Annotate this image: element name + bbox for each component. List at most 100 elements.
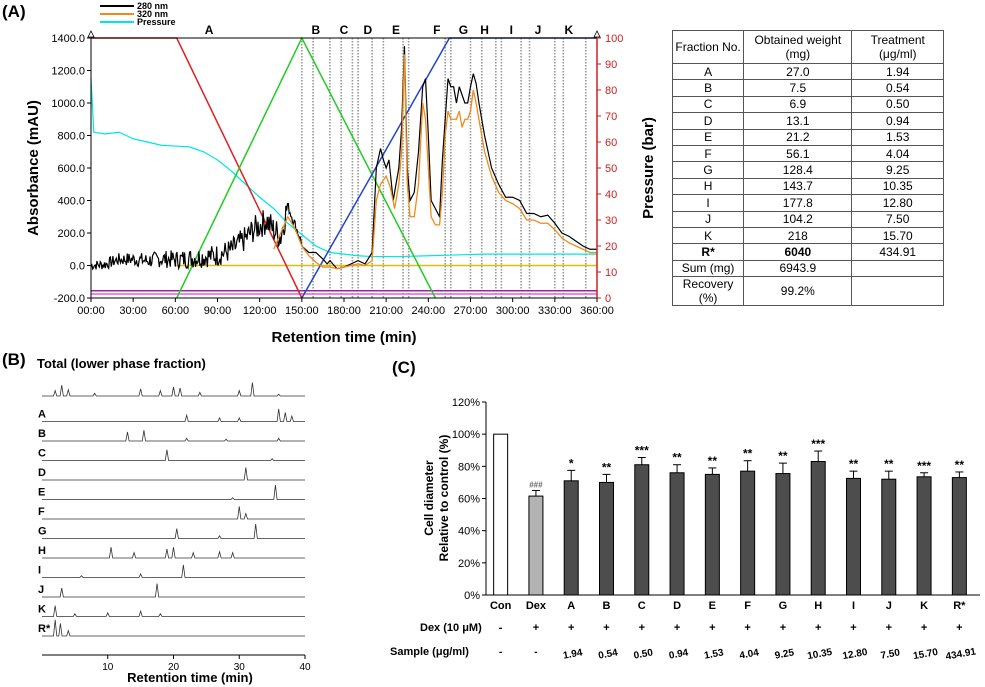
x-tick-label: 20 xyxy=(168,662,180,673)
category-label: F xyxy=(744,600,751,612)
dex-row-value: + xyxy=(780,622,786,634)
dex-row-value: - xyxy=(499,622,503,634)
table-header-fraction: Fraction No. xyxy=(671,30,745,64)
table-cell-weight: 6040 xyxy=(743,243,853,261)
trace-label: H xyxy=(38,545,46,557)
absorbance-320-line xyxy=(273,54,597,270)
significance-label: ** xyxy=(955,458,965,472)
axis-arrow-icon xyxy=(593,30,601,38)
bar xyxy=(881,478,897,596)
significance-label: ** xyxy=(672,451,682,465)
bar xyxy=(810,461,826,596)
panel-label-b: (B) xyxy=(2,350,26,369)
x-tick-label: 40 xyxy=(299,662,311,673)
sample-row-value: 10.35 xyxy=(806,647,833,662)
bar xyxy=(599,481,614,596)
table-row: A 27.0 1.94 xyxy=(671,62,944,81)
table-cell-weight: 218 xyxy=(743,226,853,245)
trace-label: F xyxy=(38,506,45,518)
y2-axis-label: Pressure (bar) xyxy=(640,117,657,219)
dex-row-value: + xyxy=(639,622,645,634)
table-cell-fraction: A xyxy=(671,62,745,81)
sample-row-value: 0.54 xyxy=(598,647,620,661)
table-row: E 21.2 1.53 xyxy=(671,128,944,146)
trace-line xyxy=(42,524,305,539)
trace-label: J xyxy=(38,584,44,596)
table-header-treatment: Treatment (μg/ml) xyxy=(851,30,944,64)
bar xyxy=(846,477,861,596)
dex-row-value: + xyxy=(956,622,962,634)
x-tick-label: 300:00 xyxy=(496,305,530,317)
sample-row-value: 9.25 xyxy=(774,647,796,661)
y-tick-label: 1400.0 xyxy=(51,33,85,45)
y-tick-label: 0.0 xyxy=(70,261,85,273)
sample-row-label: Sample (μg/ml) xyxy=(390,646,469,658)
fraction-label: D xyxy=(364,23,373,37)
gradient-blue-line xyxy=(301,37,597,299)
table-cell-treatment: 1.53 xyxy=(851,128,944,146)
category-label: D xyxy=(673,600,681,612)
category-label: B xyxy=(603,600,611,612)
x-tick-label: 00:00 xyxy=(77,305,105,317)
y-tick-label: 80% xyxy=(458,461,480,473)
sample-row-value: 0.50 xyxy=(633,647,655,661)
significance-label: ** xyxy=(602,460,612,474)
table-cell-treatment: 10.35 xyxy=(851,177,944,196)
y-tick-label: 1200.0 xyxy=(51,66,85,78)
trace-label: R* xyxy=(38,623,51,635)
table-cell-treatment: 9.25 xyxy=(851,161,944,179)
sample-row-value: 7.50 xyxy=(880,647,902,661)
table-cell-fraction: C xyxy=(671,95,745,114)
trace-line xyxy=(42,430,305,442)
y-axis-label: Cell diameter xyxy=(422,460,436,536)
y-tick-label: 600.0 xyxy=(57,163,85,175)
sample-row-value: - xyxy=(534,647,537,658)
table-row: F 56.1 4.04 xyxy=(671,144,944,163)
pressure-line xyxy=(90,78,597,258)
trace-line xyxy=(42,605,305,617)
x-tick-label: 330:00 xyxy=(538,305,572,317)
y2-tick-label: 70 xyxy=(605,111,617,123)
table-row: D 13.1 0.94 xyxy=(671,112,944,130)
table-cell-weight: 27.0 xyxy=(743,62,853,81)
table-cell-weight: 6.9 xyxy=(743,95,853,114)
bar xyxy=(634,464,650,596)
table-cell-weight: 7.5 xyxy=(743,79,853,97)
y-tick-label: 120% xyxy=(452,397,480,409)
legend-label: Pressure xyxy=(137,17,176,27)
significance-label: *** xyxy=(635,443,649,457)
x-axis-label: Retention time (min) xyxy=(127,670,253,685)
table-cell-weight: 104.2 xyxy=(743,210,853,228)
gradient-red-line xyxy=(91,37,303,299)
table-cell-weight: 21.2 xyxy=(743,128,853,146)
table-cell-treatment: 12.80 xyxy=(851,194,944,212)
table-row: B 7.5 0.54 xyxy=(671,79,944,97)
table-row: Sum (mg) 6943.9 xyxy=(671,259,944,278)
chromatogram-chart: -200.0 0.0 200.0 400.0 600.0 800.0 1000.0 1200.… xyxy=(25,1,657,346)
dex-row-value: + xyxy=(744,622,750,634)
table-cell-treatment: 1.94 xyxy=(851,62,944,81)
x-tick-label: 120:00 xyxy=(243,305,277,317)
bar xyxy=(669,472,685,596)
bar xyxy=(493,433,509,596)
table-cell-fraction: K xyxy=(671,226,745,245)
fraction-label: I xyxy=(510,23,513,37)
bar xyxy=(916,476,932,596)
trace-label: K xyxy=(38,604,46,616)
x-tick-label: 60:00 xyxy=(162,305,190,317)
table-cell-weight: 177.8 xyxy=(743,194,853,212)
y-tick-label: 60% xyxy=(458,494,480,506)
category-label: H xyxy=(814,600,822,612)
table-cell-fraction: H xyxy=(671,177,745,196)
y-tick-label: 800.0 xyxy=(57,131,85,143)
y-tick-label: 1000.0 xyxy=(51,98,85,110)
absorbance-280-line xyxy=(90,46,597,271)
x-tick-label: 30:00 xyxy=(119,305,147,317)
table-cell-treatment: 15.70 xyxy=(851,226,944,245)
table-cell-fraction: B xyxy=(671,79,745,97)
y2-tick-label: 20 xyxy=(605,241,617,253)
sample-row-value: 1.53 xyxy=(703,647,725,661)
table-row: R* 6040 434.91 xyxy=(671,243,944,261)
table-cell-fraction: E xyxy=(671,128,745,146)
significance-label: ### xyxy=(529,480,543,489)
